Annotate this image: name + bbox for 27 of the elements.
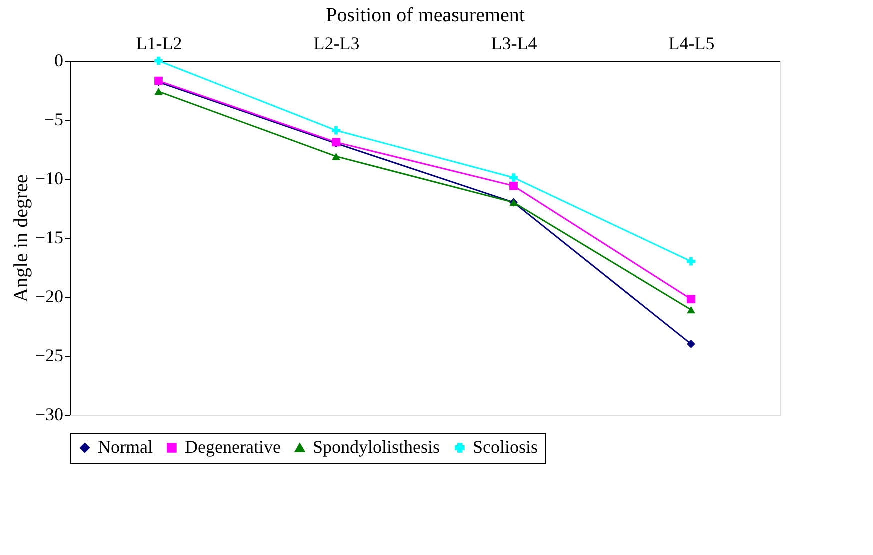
x-tick-label: L2-L3 xyxy=(314,34,360,54)
point xyxy=(510,174,518,182)
point xyxy=(687,306,696,314)
y-tick-label: −15 xyxy=(35,228,64,248)
point xyxy=(332,126,340,135)
point xyxy=(154,56,163,66)
legend-label: Degenerative xyxy=(185,437,281,457)
y-tick-label: −25 xyxy=(35,346,64,366)
x-tick-label: L4-L5 xyxy=(668,34,715,54)
point xyxy=(687,295,696,304)
y-tick-label: −20 xyxy=(35,286,64,306)
y-tick-label: 0 xyxy=(54,50,64,70)
x-tick-label: L3-L4 xyxy=(491,34,538,54)
y-tick-label: −5 xyxy=(44,110,64,130)
x-tick-label: L1-L2 xyxy=(136,34,182,54)
y-tick-label: −10 xyxy=(35,168,64,188)
y-axis-title: Angle in degree xyxy=(10,174,32,302)
legend-label: Spondylolisthesis xyxy=(313,437,440,457)
legend-label: Scoliosis xyxy=(473,437,538,457)
y-tick-label: −30 xyxy=(35,404,64,424)
point xyxy=(687,340,696,348)
point xyxy=(154,88,163,96)
point xyxy=(687,257,696,266)
x-axis-title: Position of measurement xyxy=(326,4,526,26)
legend-label: Normal xyxy=(98,437,153,457)
point xyxy=(332,152,340,160)
point xyxy=(510,182,518,190)
